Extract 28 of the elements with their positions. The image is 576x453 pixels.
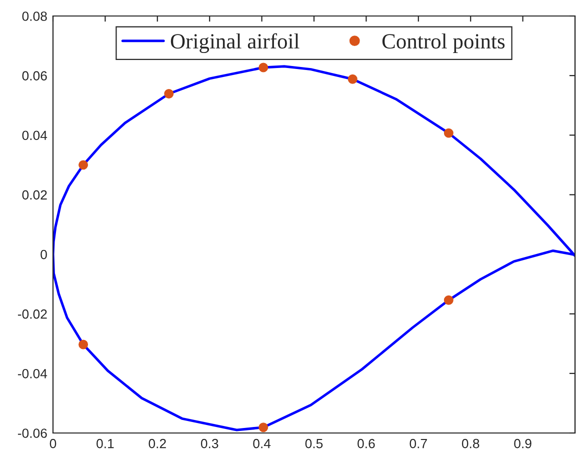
point xyxy=(78,160,88,170)
point xyxy=(164,89,174,98)
y-tick-label: -0.06 xyxy=(18,428,47,438)
point xyxy=(258,62,268,72)
legend-label: Original airfoil xyxy=(170,33,300,54)
x-tick-label: 0.1 xyxy=(96,438,114,448)
legend-label: Control points xyxy=(382,33,505,53)
point xyxy=(78,340,88,350)
y-tick-label: 0.04 xyxy=(22,130,48,140)
y-tick-label: 0 xyxy=(40,250,47,260)
x-tick-label: 0.2 xyxy=(148,438,166,448)
y-tick-label: 0.08 xyxy=(22,12,47,21)
y-tick-label: 0.06 xyxy=(22,71,47,80)
x-tick-label: 0.6 xyxy=(358,438,375,448)
x-tick-label: 0.8 xyxy=(462,438,480,448)
y-tick-label: -0.04 xyxy=(18,368,48,378)
y-tick-label: -0.02 xyxy=(18,309,47,319)
x-tick-label: 0.9 xyxy=(514,438,532,448)
point xyxy=(444,295,454,305)
x-tick-label: 0 xyxy=(50,438,56,448)
x-tick-label: 0.3 xyxy=(200,438,218,448)
y-tick-label: 0.02 xyxy=(22,190,47,200)
point xyxy=(444,128,454,138)
x-tick-label: 0.4 xyxy=(253,438,271,448)
point xyxy=(258,422,268,432)
x-tick-label: 0.5 xyxy=(305,438,323,448)
x-tick-label: 0.7 xyxy=(410,438,427,448)
point xyxy=(348,74,358,84)
